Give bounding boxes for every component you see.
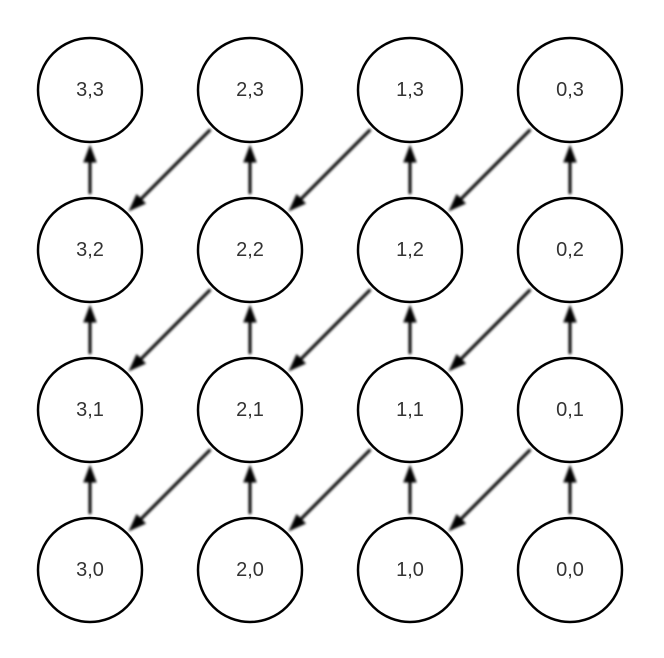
graph-node: 1,3 xyxy=(358,38,462,142)
graph-edge xyxy=(450,450,531,531)
graph-edge xyxy=(404,146,416,194)
graph-node: 2,3 xyxy=(198,38,302,142)
graph-edge xyxy=(564,306,576,354)
graph-edge xyxy=(84,306,96,354)
graph-node: 2,0 xyxy=(198,518,302,622)
graph-node: 3,3 xyxy=(38,38,142,142)
graph-node: 3,2 xyxy=(38,198,142,302)
graph-node: 0,0 xyxy=(518,518,622,622)
graph-node: 2,1 xyxy=(198,358,302,462)
graph-edge xyxy=(290,450,371,531)
graph-edge xyxy=(564,146,576,194)
node-label: 3,0 xyxy=(76,559,104,581)
graph-edge xyxy=(130,290,211,371)
node-label: 1,3 xyxy=(396,79,424,101)
graph-edge xyxy=(564,466,576,514)
graph-node: 0,2 xyxy=(518,198,622,302)
graph-edge xyxy=(130,450,211,531)
graph-node: 2,2 xyxy=(198,198,302,302)
graph-edge xyxy=(290,290,371,371)
graph-edge xyxy=(244,306,256,354)
graph-node: 0,3 xyxy=(518,38,622,142)
node-label: 0,1 xyxy=(556,399,584,421)
graph-edge xyxy=(404,466,416,514)
node-label: 2,1 xyxy=(236,399,264,421)
graph-edge xyxy=(450,130,531,211)
graph-diagram: 3,3 2,3 1,3 0,3 3,2 2,2 1,2 0,2 3,1 2,1 1,1 0,1 3,0 2… xyxy=(0,0,664,658)
node-label: 1,1 xyxy=(396,399,424,421)
graph-node: 1,2 xyxy=(358,198,462,302)
node-label: 2,2 xyxy=(236,239,264,261)
graph-edge xyxy=(450,290,531,371)
graph-node: 3,0 xyxy=(38,518,142,622)
node-label: 3,3 xyxy=(76,79,104,101)
graph-node: 3,1 xyxy=(38,358,142,462)
graph-edge xyxy=(404,306,416,354)
graph-edge xyxy=(244,466,256,514)
graph-edge xyxy=(130,130,211,211)
node-label: 1,2 xyxy=(396,239,424,261)
node-label: 0,3 xyxy=(556,79,584,101)
edge-layer xyxy=(84,130,576,531)
node-label: 0,2 xyxy=(556,239,584,261)
node-label: 1,0 xyxy=(396,559,424,581)
node-label: 0,0 xyxy=(556,559,584,581)
graph-edge xyxy=(84,466,96,514)
graph-node: 1,0 xyxy=(358,518,462,622)
node-label: 2,0 xyxy=(236,559,264,581)
graph-edge xyxy=(244,146,256,194)
node-label: 2,3 xyxy=(236,79,264,101)
graph-edge xyxy=(290,130,371,211)
graph-node: 1,1 xyxy=(358,358,462,462)
graph-node: 0,1 xyxy=(518,358,622,462)
node-label: 3,2 xyxy=(76,239,104,261)
graph-edge xyxy=(84,146,96,194)
node-label: 3,1 xyxy=(76,399,104,421)
